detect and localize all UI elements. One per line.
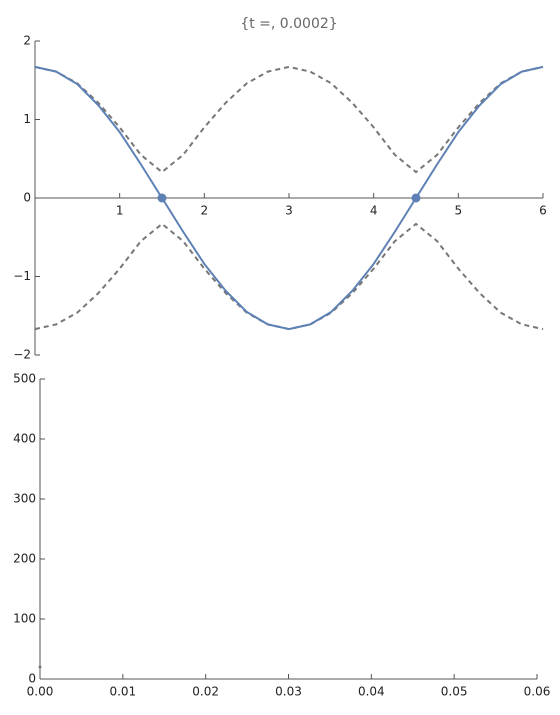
x-tick-label: 0.05 — [441, 685, 468, 699]
x-tick-label: 0.00 — [27, 685, 54, 699]
y-tick-label: 300 — [13, 492, 36, 506]
y-tick-label: 500 — [13, 372, 36, 386]
point — [157, 193, 167, 203]
x-tick-label: 0.06 — [524, 685, 551, 699]
x-tick-label: 3 — [285, 204, 293, 218]
line — [34, 222, 544, 331]
y-tick-label: 100 — [13, 612, 36, 626]
line — [34, 65, 544, 174]
x-tick-label: 0.02 — [192, 685, 219, 699]
x-tick-label: 4 — [370, 204, 378, 218]
x-tick-label: 6 — [539, 204, 547, 218]
y-tick-label: 0 — [23, 191, 31, 205]
line — [34, 65, 544, 331]
x-tick-label: 0.01 — [109, 685, 136, 699]
x-tick-label: 0.03 — [275, 685, 302, 699]
point — [38, 665, 42, 669]
y-tick-label: 2 — [23, 34, 31, 48]
y-tick-label: 0 — [28, 672, 36, 686]
x-tick-label: 2 — [201, 204, 209, 218]
chart-title: {t =, 0.0002} — [240, 16, 337, 32]
point — [411, 193, 421, 203]
y-tick-label: −1 — [13, 269, 31, 283]
x-tick-label: 5 — [455, 204, 463, 218]
x-tick-label: 1 — [116, 204, 124, 218]
y-tick-label: −2 — [13, 348, 31, 362]
x-tick-label: 0.04 — [358, 685, 385, 699]
y-tick-label: 200 — [13, 552, 36, 566]
y-tick-label: 1 — [23, 112, 31, 126]
y-tick-label: 400 — [13, 432, 36, 446]
